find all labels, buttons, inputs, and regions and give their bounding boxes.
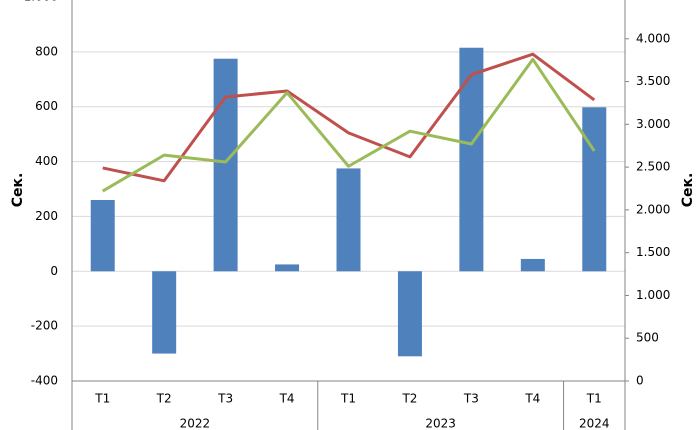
line xyxy=(101,57,596,193)
y2-tick-label: 1.500 xyxy=(636,245,670,259)
bar xyxy=(152,271,177,354)
y-tick-label: 0 xyxy=(50,264,58,278)
x-tick-label: T3 xyxy=(217,392,233,406)
y-tick-label: 800 xyxy=(35,44,58,58)
x-tick-label: T1 xyxy=(586,392,602,406)
x-tick-label: T1 xyxy=(340,392,356,406)
group-label: 2022 xyxy=(180,417,211,430)
bar xyxy=(90,199,115,272)
y2-tick-label: 2.500 xyxy=(636,160,670,174)
y-tick-label: 1.000 xyxy=(24,0,58,4)
y2-tick-label: 3.500 xyxy=(636,74,670,88)
bar xyxy=(520,258,545,272)
group-label: 2023 xyxy=(425,417,456,430)
y-tick-label: -400 xyxy=(31,374,58,388)
bar xyxy=(275,264,300,272)
x-tick-label: T1 xyxy=(94,392,110,406)
line xyxy=(102,52,596,183)
y-axis-title: Сек. xyxy=(10,173,26,208)
y-tick-label: 400 xyxy=(35,154,58,168)
y2-tick-label: 3.000 xyxy=(636,117,670,131)
bar xyxy=(397,271,422,357)
y2-tick-label: 2.000 xyxy=(636,202,670,216)
group-label: 2024 xyxy=(579,417,610,430)
y2-tick-label: 4.500 xyxy=(636,0,670,3)
bar xyxy=(582,107,607,272)
y-tick-label: 600 xyxy=(35,99,58,113)
y2-tick-label: 0 xyxy=(636,374,644,388)
bar xyxy=(336,168,361,272)
y-tick-label: -200 xyxy=(31,319,58,333)
x-tick-label: T2 xyxy=(156,392,172,406)
x-tick-label: T4 xyxy=(524,392,540,406)
x-tick-label: T4 xyxy=(279,392,295,406)
y2-tick-label: 1.000 xyxy=(636,288,670,302)
y-tick-label: 200 xyxy=(35,209,58,223)
y2-tick-label: 4.000 xyxy=(636,31,670,45)
bar xyxy=(459,47,484,272)
bar xyxy=(213,58,238,272)
x-tick-label: T2 xyxy=(401,392,417,406)
x-tick-label: T3 xyxy=(463,392,479,406)
y2-tick-label: 500 xyxy=(636,331,659,345)
y2-axis-title: Сек. xyxy=(680,173,696,208)
